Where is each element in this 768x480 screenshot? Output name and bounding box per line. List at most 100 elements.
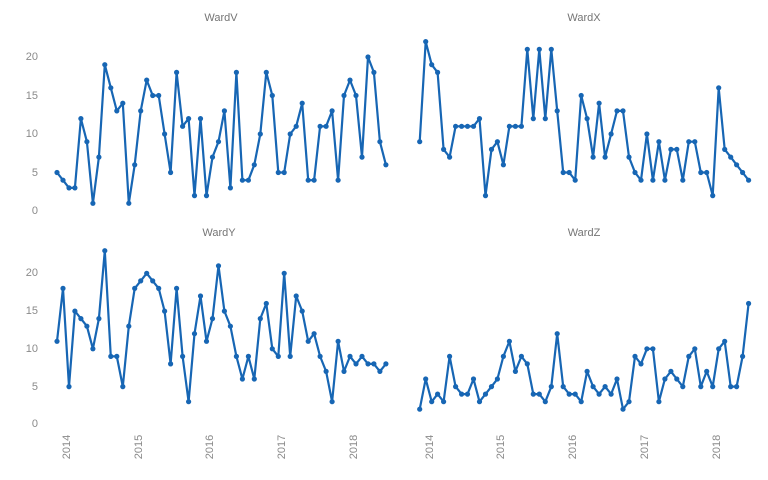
- data-point: [512, 368, 519, 374]
- data-point: [126, 200, 132, 206]
- data-point: [596, 391, 602, 397]
- data-point: [429, 399, 435, 405]
- data-point: [377, 368, 383, 374]
- data-point: [578, 92, 584, 99]
- data-point: [132, 162, 138, 168]
- data-point: [459, 391, 465, 397]
- data-point: [239, 376, 245, 382]
- data-point: [191, 331, 198, 337]
- x-tick-label-2015: 2015: [133, 434, 145, 460]
- data-point: [554, 108, 560, 114]
- data-point: [698, 384, 704, 390]
- data-point: [584, 368, 590, 374]
- y-tick-label: 10: [25, 343, 38, 355]
- data-point: [108, 85, 114, 91]
- data-point: [311, 331, 317, 337]
- data-point: [287, 353, 293, 359]
- data-point: [620, 108, 626, 114]
- data-point: [417, 139, 423, 145]
- data-point: [138, 108, 144, 114]
- data-point: [150, 92, 156, 99]
- data-point: [168, 361, 174, 367]
- data-point: [245, 177, 251, 183]
- data-point: [506, 338, 512, 344]
- data-point: [506, 123, 512, 129]
- data-point: [536, 391, 542, 397]
- data-point: [227, 185, 233, 191]
- data-point: [383, 361, 389, 367]
- data-point: [335, 338, 341, 344]
- data-point: [317, 123, 323, 129]
- data-point: [323, 368, 329, 374]
- data-point: [512, 123, 519, 129]
- data-point: [197, 116, 204, 122]
- data-point: [162, 131, 168, 137]
- data-point: [263, 69, 269, 75]
- data-point: [548, 46, 554, 52]
- data-point: [530, 116, 536, 122]
- x-tick-label-2015: 2015: [495, 434, 507, 460]
- data-point: [102, 248, 108, 254]
- x-tick-label-2014: 2014: [61, 434, 73, 460]
- data-point: [740, 353, 746, 359]
- data-point: [674, 146, 680, 152]
- y-tick-label: 5: [31, 167, 38, 179]
- data-point: [572, 177, 578, 183]
- data-point: [494, 376, 500, 382]
- data-point: [530, 391, 536, 397]
- data-point: [548, 384, 554, 390]
- data-point: [132, 285, 138, 291]
- y-tick-label: 20: [25, 267, 38, 279]
- data-point: [728, 384, 734, 390]
- data-point: [704, 368, 710, 374]
- chart-title-wardv: WardV: [204, 12, 238, 24]
- data-point: [365, 361, 371, 367]
- data-point: [203, 338, 210, 344]
- data-point: [632, 353, 638, 359]
- data-point: [626, 154, 632, 160]
- data-point: [186, 399, 192, 405]
- data-point: [566, 391, 572, 397]
- data-point: [84, 323, 90, 329]
- data-point: [453, 123, 459, 129]
- data-point: [692, 139, 698, 145]
- data-point: [464, 391, 471, 397]
- data-point: [114, 108, 120, 114]
- data-point: [494, 139, 500, 145]
- y-tick-label: 0: [31, 205, 38, 217]
- data-point: [54, 169, 60, 176]
- data-point: [584, 116, 590, 122]
- data-point: [435, 391, 441, 397]
- data-point: [227, 323, 233, 329]
- chart-title-wardx: WardX: [567, 12, 601, 24]
- data-point: [441, 146, 447, 152]
- data-point: [299, 100, 305, 106]
- data-point: [746, 177, 752, 183]
- data-point: [668, 146, 674, 152]
- data-point: [245, 353, 251, 359]
- data-point: [359, 154, 365, 160]
- y-tick-label: 20: [25, 51, 38, 63]
- data-point: [704, 169, 710, 176]
- data-point: [710, 193, 716, 199]
- data-point: [417, 406, 423, 412]
- data-point: [287, 131, 293, 137]
- data-point: [203, 193, 210, 199]
- data-point: [476, 399, 483, 405]
- data-point: [476, 116, 483, 122]
- data-point: [596, 100, 602, 106]
- data-point: [293, 293, 299, 299]
- data-point: [644, 131, 650, 137]
- data-point: [78, 316, 84, 322]
- data-point: [644, 346, 650, 352]
- y-tick-label: 15: [25, 90, 38, 102]
- data-point: [186, 116, 192, 122]
- wardv-line: [55, 55, 387, 205]
- data-point: [626, 399, 632, 405]
- data-point: [269, 346, 275, 352]
- data-point: [66, 384, 72, 390]
- y-tick-label: 5: [31, 381, 38, 393]
- data-point: [482, 193, 489, 199]
- data-point: [72, 308, 78, 314]
- data-point: [722, 338, 728, 344]
